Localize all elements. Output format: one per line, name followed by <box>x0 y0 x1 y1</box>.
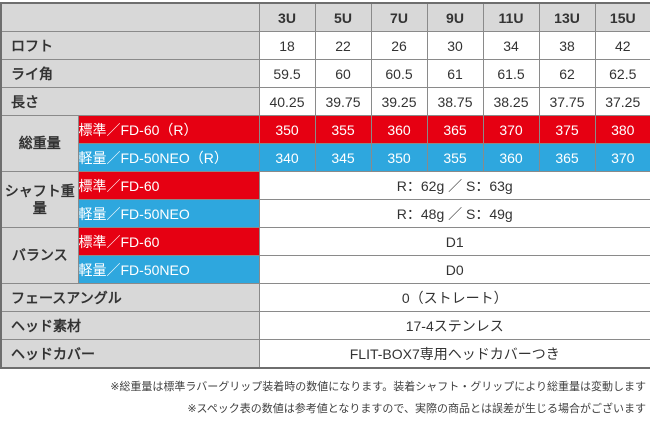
head-material-row: ヘッド素材 17-4ステンレス <box>0 311 650 340</box>
lie-angle-row: ライ角 59.5 60 60.5 61 61.5 62 62.5 <box>0 59 650 88</box>
length-cell: 38.75 <box>426 87 484 116</box>
lie-angle-cell: 62.5 <box>594 59 650 88</box>
total-weight-lightweight-cell: 350 <box>370 143 428 172</box>
lie-angle-cell: 62 <box>538 59 596 88</box>
footnote-total-weight: ※総重量は標準ラバーグリップ装着時の数値になります。装着シャフト・グリップにより… <box>110 381 646 393</box>
total-weight-standard-cell: 375 <box>538 115 596 144</box>
face-angle-row: フェースアングル 0（ストレート） <box>0 283 650 312</box>
length-cell: 38.25 <box>482 87 540 116</box>
head-material-value: 17-4ステンレス <box>258 311 650 340</box>
total-weight-lightweight-cell: 340 <box>258 143 316 172</box>
footnotes: ※総重量は標準ラバーグリップ装着時の数値になります。装着シャフト・グリップにより… <box>0 376 648 420</box>
total-weight-lightweight-cell: 360 <box>482 143 540 172</box>
row-label-balance: バランス <box>0 227 79 284</box>
length-row: 長さ 40.25 39.75 39.25 38.75 38.25 37.75 3… <box>0 87 650 116</box>
sub-label-lightweight-shaft: 軽量／FD-50NEO <box>77 199 260 228</box>
balance-standard-value: D1 <box>258 227 650 256</box>
balance-lightweight-row: 軽量／FD-50NEO D0 <box>1 255 650 284</box>
row-label-shaft-weight: シャフト重量 <box>0 171 79 228</box>
column-header-13u: 13U <box>538 2 596 32</box>
row-label-lie-angle: ライ角 <box>0 59 260 88</box>
loft-cell: 26 <box>370 31 428 60</box>
total-weight-standard-cell: 355 <box>314 115 372 144</box>
sub-label-standard-shaft: 標準／FD-60 <box>77 171 260 200</box>
total-weight-standard-cell: 380 <box>594 115 650 144</box>
head-cover-value: FLIT-BOX7専用ヘッドカバーつき <box>258 339 650 369</box>
total-weight-lightweight-cell: 370 <box>594 143 650 172</box>
loft-cell: 18 <box>258 31 316 60</box>
total-weight-standard-cell: 350 <box>258 115 316 144</box>
corner-cell <box>0 2 260 32</box>
column-header-5u: 5U <box>314 2 372 32</box>
lie-angle-cell: 61 <box>426 59 484 88</box>
total-weight-lightweight-cell: 355 <box>426 143 484 172</box>
sub-label-standard-shaft: 標準／FD-60（R） <box>77 115 260 144</box>
length-cell: 40.25 <box>258 87 316 116</box>
loft-row: ロフト 18 22 26 30 34 38 42 <box>0 31 650 60</box>
length-cell: 37.75 <box>538 87 596 116</box>
total-weight-standard-cell: 370 <box>482 115 540 144</box>
sub-label-standard-shaft: 標準／FD-60 <box>77 227 260 256</box>
shaft-weight-lightweight-row: 軽量／FD-50NEO R：48g ／ S：49g <box>1 199 650 228</box>
total-weight-standard-row: 総重量 標準／FD-60（R） 350 355 360 365 370 375 … <box>0 115 650 172</box>
column-header-3u: 3U <box>258 2 316 32</box>
header-row: 3U 5U 7U 9U 11U 13U 15U <box>0 2 650 32</box>
column-header-11u: 11U <box>482 2 540 32</box>
column-header-7u: 7U <box>370 2 428 32</box>
face-angle-value: 0（ストレート） <box>258 283 650 312</box>
row-label-loft: ロフト <box>0 31 260 60</box>
lie-angle-cell: 61.5 <box>482 59 540 88</box>
row-label-face-angle: フェースアングル <box>0 283 260 312</box>
total-weight-lightweight-cell: 345 <box>314 143 372 172</box>
total-weight-standard-cell: 360 <box>370 115 428 144</box>
loft-cell: 30 <box>426 31 484 60</box>
row-label-head-cover: ヘッドカバー <box>0 339 260 369</box>
lie-angle-cell: 60 <box>314 59 372 88</box>
column-header-9u: 9U <box>426 2 484 32</box>
row-label-head-material: ヘッド素材 <box>0 311 260 340</box>
length-cell: 39.25 <box>370 87 428 116</box>
loft-cell: 42 <box>594 31 650 60</box>
row-label-length: 長さ <box>0 87 260 116</box>
lie-angle-cell: 60.5 <box>370 59 428 88</box>
shaft-weight-standard-value: R：62g ／ S：63g <box>258 171 650 200</box>
row-label-total-weight: 総重量 <box>0 115 79 172</box>
lie-angle-cell: 59.5 <box>258 59 316 88</box>
total-weight-lightweight-row: 軽量／FD-50NEO（R） 340 345 350 355 360 365 3… <box>1 143 650 172</box>
balance-standard-row: バランス 標準／FD-60 D1 <box>0 227 650 284</box>
club-spec-table: 3U 5U 7U 9U 11U 13U 15U ロフト 18 22 26 30 … <box>0 2 650 369</box>
shaft-weight-lightweight-value: R：48g ／ S：49g <box>258 199 650 228</box>
head-cover-row: ヘッドカバー FLIT-BOX7専用ヘッドカバーつき <box>0 339 650 369</box>
total-weight-lightweight-cell: 365 <box>538 143 596 172</box>
loft-cell: 22 <box>314 31 372 60</box>
balance-lightweight-value: D0 <box>258 255 650 284</box>
total-weight-standard-cell: 365 <box>426 115 484 144</box>
loft-cell: 34 <box>482 31 540 60</box>
shaft-weight-standard-row: シャフト重量 標準／FD-60 R：62g ／ S：63g <box>0 171 650 228</box>
sub-label-lightweight-shaft: 軽量／FD-50NEO <box>77 255 260 284</box>
length-cell: 39.75 <box>314 87 372 116</box>
length-cell: 37.25 <box>594 87 650 116</box>
loft-cell: 38 <box>538 31 596 60</box>
sub-label-lightweight-shaft: 軽量／FD-50NEO（R） <box>77 143 260 172</box>
column-header-15u: 15U <box>594 2 650 32</box>
footnote-spec-disclaimer: ※スペック表の数値は参考値となりますので、実際の商品とは誤差が生じる場合がござい… <box>187 403 646 415</box>
